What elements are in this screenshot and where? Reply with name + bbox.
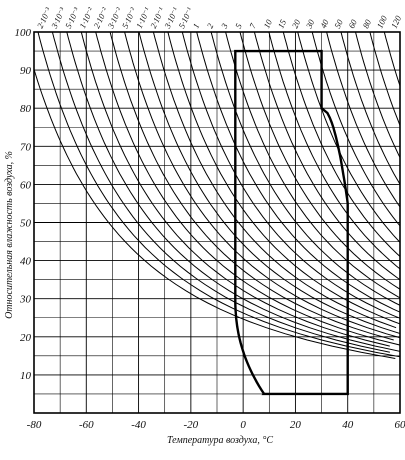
x-tick-label: 0: [240, 419, 246, 431]
iso-curve: [283, 32, 405, 266]
y-tick-label: 30: [19, 294, 32, 306]
iso-curve: [356, 32, 405, 180]
iso-curve: [341, 32, 405, 205]
curve-label: 80: [360, 17, 373, 30]
x-tick-label: -40: [131, 419, 146, 431]
y-tick-label: 20: [20, 332, 32, 344]
curve-label: 1: [191, 22, 202, 30]
x-tick-label: -80: [27, 419, 42, 431]
y-tick-label: 50: [20, 218, 32, 230]
y-tick-labels: 10 20 30 40 50 60 70 80 90 100: [15, 27, 32, 382]
x-tick-label: 40: [342, 419, 354, 431]
curve-label: 30: [303, 17, 316, 31]
curve-label: 100: [375, 13, 390, 29]
x-tick-label: -60: [79, 419, 94, 431]
iso-curve: [298, 32, 405, 254]
y-tick-label: 40: [20, 256, 32, 268]
curve-label: 50: [332, 17, 345, 30]
y-tick-label: 60: [20, 179, 32, 191]
iso-curve: [182, 32, 405, 322]
y-axis-label: Относительная влажность воздуха, %: [4, 151, 15, 319]
curve-label: 60: [346, 17, 359, 30]
iso-curve: [384, 32, 405, 118]
x-tick-labels: -80 -60 -40 -20 0 20 40 60: [27, 419, 405, 431]
x-tick-label: 60: [395, 419, 405, 431]
y-tick-label: 80: [20, 103, 32, 115]
curve-label: 5: [233, 22, 244, 30]
y-tick-label: 100: [15, 27, 32, 39]
y-tick-label: 70: [20, 141, 32, 153]
y-tick-label: 90: [20, 65, 32, 77]
curve-labels: 2·10⁻³3·10⁻³5·10⁻³1·10⁻²2·10⁻²3·10⁻²5·10…: [35, 5, 404, 30]
curve-label: 40: [318, 17, 331, 30]
curve-label: 3: [218, 22, 229, 31]
curve-label: 15: [275, 18, 288, 30]
y-tick-label: 10: [20, 370, 32, 382]
iso-curve: [24, 32, 396, 359]
grid: [34, 32, 400, 413]
x-axis-label: Температура воздуха, °С: [167, 435, 273, 446]
curve-label: 120: [389, 13, 404, 29]
curve-label: 20: [290, 17, 303, 30]
x-tick-label: -20: [184, 419, 199, 431]
curve-label: 2: [205, 21, 216, 30]
iso-curve: [139, 32, 401, 334]
curve-label: 7: [247, 21, 258, 30]
curve-label: 10: [261, 17, 274, 30]
x-tick-label: 20: [290, 419, 302, 431]
